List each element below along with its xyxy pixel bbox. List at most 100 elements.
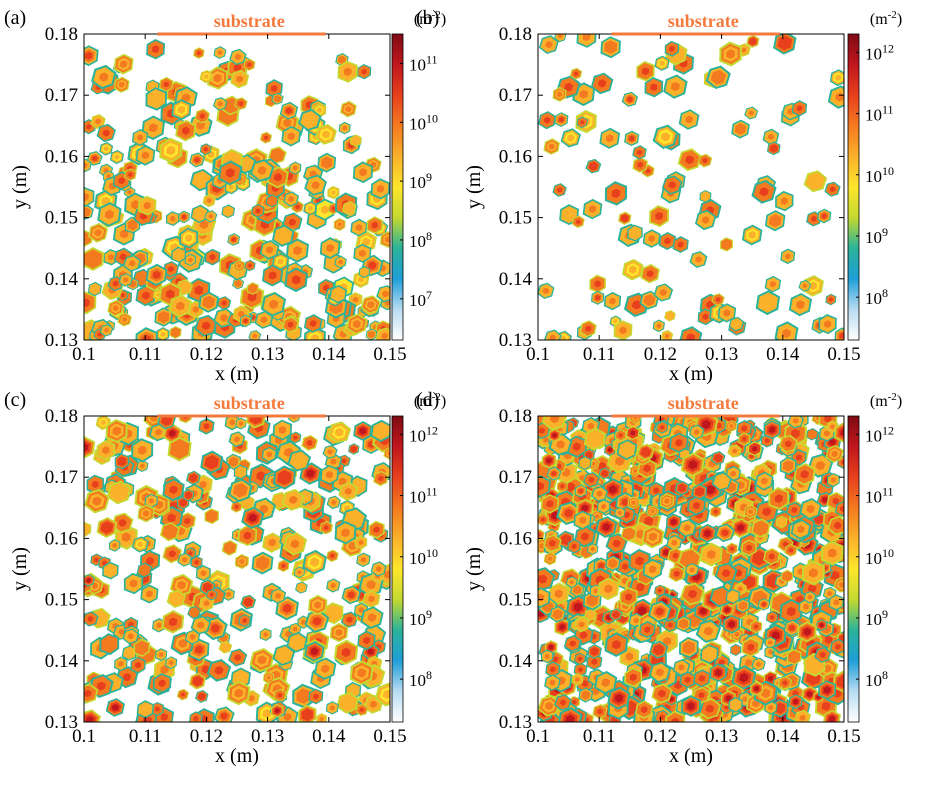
particle xyxy=(767,141,781,156)
particle xyxy=(277,559,290,572)
y-tick-label: 0.15 xyxy=(499,208,532,229)
particle xyxy=(271,224,295,247)
particle xyxy=(289,431,302,444)
particle xyxy=(720,237,733,252)
substrate-label: substrate xyxy=(668,393,739,413)
particle xyxy=(698,697,722,720)
particle xyxy=(549,605,567,623)
particle xyxy=(746,34,760,48)
particle xyxy=(96,440,116,461)
colorbar-unit: (m-2) xyxy=(870,9,902,28)
particle xyxy=(627,224,643,242)
particle xyxy=(233,259,246,272)
particle xyxy=(587,543,599,556)
particle xyxy=(162,478,185,502)
particle xyxy=(735,598,751,614)
particle xyxy=(304,641,325,662)
particle xyxy=(799,498,822,520)
particle xyxy=(649,640,669,659)
y-tick-label: 0.13 xyxy=(45,712,78,733)
x-tick-label: 0.14 xyxy=(312,726,346,747)
particle xyxy=(217,160,243,186)
particle xyxy=(322,444,338,459)
particle xyxy=(714,562,738,584)
y-tick-label: 0.13 xyxy=(45,330,78,351)
particle xyxy=(763,547,781,566)
particle xyxy=(710,505,722,518)
particle xyxy=(738,432,751,446)
particle xyxy=(212,97,228,111)
colorbar-tick-label: 1011 xyxy=(865,103,894,125)
colorbar-tick-label: 1011 xyxy=(409,52,438,74)
particle xyxy=(246,282,259,295)
particle xyxy=(541,416,568,431)
particle xyxy=(216,296,232,310)
particle xyxy=(124,168,137,181)
particle xyxy=(573,510,592,530)
particle xyxy=(240,594,257,610)
particle xyxy=(86,474,105,495)
particle xyxy=(184,253,197,267)
particle xyxy=(601,478,624,501)
particle xyxy=(341,585,362,605)
particle xyxy=(731,119,750,139)
y-tick-label: 0.16 xyxy=(499,146,532,167)
particle xyxy=(205,589,218,601)
particle xyxy=(189,152,205,168)
particle xyxy=(585,158,602,174)
heatmap-field xyxy=(84,38,390,340)
particle xyxy=(370,419,390,442)
particle xyxy=(604,632,629,658)
y-tick-label: 0.17 xyxy=(45,467,78,488)
particle xyxy=(325,701,339,715)
x-tick-label: 0.15 xyxy=(373,344,406,365)
particle xyxy=(669,432,689,454)
colorbar-tick-label: 1012 xyxy=(865,41,894,63)
particle xyxy=(835,501,844,517)
particle xyxy=(664,40,680,57)
particle xyxy=(775,190,794,212)
particle xyxy=(826,420,839,434)
particle xyxy=(301,434,318,451)
particle xyxy=(798,279,812,292)
particle xyxy=(348,443,360,455)
particle xyxy=(719,602,735,617)
particle xyxy=(750,681,764,696)
particle xyxy=(292,683,315,709)
particle xyxy=(107,299,125,317)
particle xyxy=(84,45,99,67)
particle xyxy=(659,493,674,509)
particle xyxy=(828,594,844,611)
particle xyxy=(552,86,567,102)
particle xyxy=(709,585,733,608)
particle xyxy=(595,516,618,538)
y-tick-label: 0.15 xyxy=(499,590,532,611)
particle xyxy=(320,464,339,485)
particle xyxy=(548,428,561,442)
particle xyxy=(578,456,592,470)
colorbar-tick-label: 108 xyxy=(865,668,888,690)
particle xyxy=(165,656,178,670)
particle xyxy=(554,694,572,711)
particle xyxy=(259,240,280,260)
particle xyxy=(583,427,607,451)
particle xyxy=(178,512,196,530)
particle xyxy=(376,285,390,303)
particle xyxy=(797,621,817,643)
particle xyxy=(677,518,697,538)
x-tick-label: 0.11 xyxy=(583,726,616,747)
particle xyxy=(803,590,817,604)
particle xyxy=(579,320,597,338)
y-tick-label: 0.18 xyxy=(45,24,78,45)
particle xyxy=(653,283,674,302)
particle xyxy=(336,691,359,714)
x-tick-label: 0.1 xyxy=(526,344,550,365)
particle xyxy=(681,695,701,717)
colorbar-unit: (m-2) xyxy=(870,391,902,410)
particle xyxy=(640,263,660,284)
particle xyxy=(607,686,631,710)
particle xyxy=(540,649,554,664)
particle xyxy=(84,158,92,173)
particle xyxy=(136,562,153,578)
particle xyxy=(560,128,581,148)
